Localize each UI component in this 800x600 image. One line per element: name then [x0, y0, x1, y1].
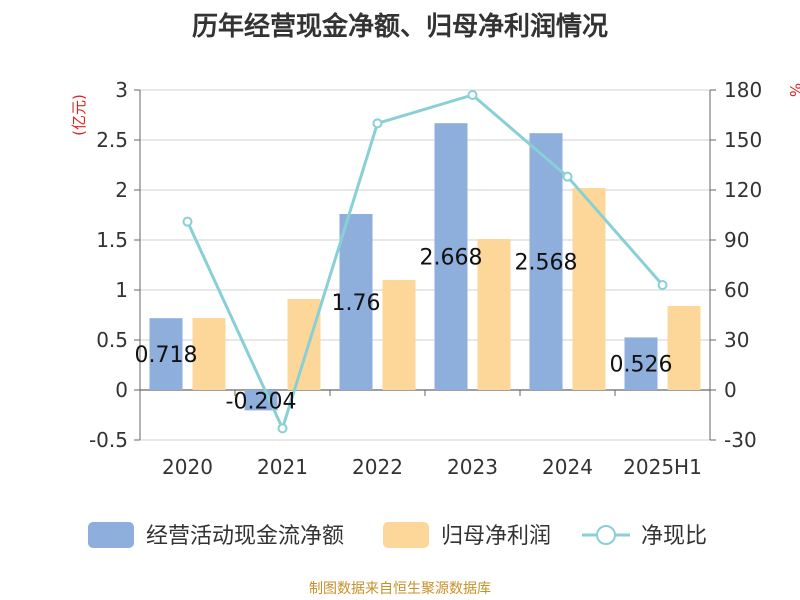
legend-swatch-ratio-marker — [596, 525, 616, 545]
cashflow-data-label: 0.526 — [610, 353, 673, 378]
data-labels: 0.718 -0.204 1.76 2.668 2.568 0.526 — [135, 246, 673, 415]
net-profit-bar — [477, 239, 511, 390]
net-profit-bar — [382, 280, 416, 390]
cashflow-bar — [339, 214, 373, 390]
ratio-point — [372, 118, 383, 129]
left-tick-label: 2 — [115, 178, 128, 202]
right-tick-label: 90 — [724, 228, 749, 252]
chart-title: 历年经营现金净额、归母净利润情况 — [191, 12, 608, 42]
ratio-point — [277, 423, 288, 434]
left-tick-label: 0.5 — [96, 328, 128, 352]
right-tick-label: 60 — [724, 278, 749, 302]
right-tick-label: 0 — [724, 378, 737, 402]
cashflow-data-label: 2.668 — [420, 246, 483, 271]
cashflow-data-label: -0.204 — [226, 389, 297, 414]
left-tick-label: 1.5 — [96, 228, 128, 252]
net-profit-bar — [667, 306, 701, 390]
source-note: 制图数据来自恒生聚源数据库 — [309, 581, 491, 597]
category-label: 2020 — [162, 455, 213, 479]
left-tick-label: 0 — [115, 378, 128, 402]
right-tick-label: 120 — [724, 178, 762, 202]
cashflow-bar — [434, 123, 468, 390]
category-label: 2022 — [352, 455, 403, 479]
right-tick-label: -30 — [724, 428, 757, 452]
legend-label-cashflow: 经营活动现金流净额 — [146, 524, 344, 549]
ratio-point — [657, 280, 668, 290]
right-tick-label: 150 — [724, 128, 762, 152]
ratio-line — [182, 90, 668, 434]
right-tick-label: 180 — [724, 78, 762, 102]
right-tick-label: 30 — [724, 328, 749, 352]
left-tick-label: -0.5 — [89, 428, 128, 452]
cashflow-bar — [529, 133, 563, 390]
net-profit-bar — [192, 318, 226, 390]
axes: -0.5 0 0.5 1 1.5 2 2.5 3 -30 0 30 60 90 120 150 180 (亿元)… — [70, 78, 800, 479]
cashflow-bar — [149, 318, 183, 390]
legend-swatch-cashflow — [88, 522, 134, 548]
left-tick-label: 3 — [115, 78, 128, 102]
net-profit-bar — [572, 188, 606, 390]
cashflow-bar — [244, 390, 278, 411]
net-profit-bar — [287, 299, 321, 390]
left-tick-label: 1 — [115, 278, 128, 302]
cashflow-data-label: 2.568 — [515, 251, 578, 276]
legend-label-net-profit: 归母净利润 — [441, 524, 551, 549]
legend-label-ratio: 净现比 — [641, 524, 707, 549]
ratio-point — [467, 90, 478, 100]
ratio-point — [562, 171, 573, 182]
left-axis-unit: (亿元) — [70, 94, 88, 136]
cashflow-data-label: 1.76 — [332, 291, 381, 316]
ratio-point — [182, 216, 193, 227]
category-label: 2021 — [257, 455, 308, 479]
ratio-line-path — [186, 93, 664, 433]
category-label: 2024 — [542, 455, 593, 479]
cashflow-bar — [624, 337, 658, 390]
legend: 经营活动现金流净额 归母净利润 净现比 — [88, 522, 707, 549]
bars — [149, 123, 701, 411]
left-tick-label: 2.5 — [96, 128, 128, 152]
right-axis-unit: % — [786, 83, 800, 97]
category-label: 2025H1 — [623, 455, 702, 479]
category-label: 2023 — [447, 455, 498, 479]
legend-swatch-net-profit — [383, 522, 429, 548]
cashflow-data-label: 0.718 — [135, 343, 198, 368]
